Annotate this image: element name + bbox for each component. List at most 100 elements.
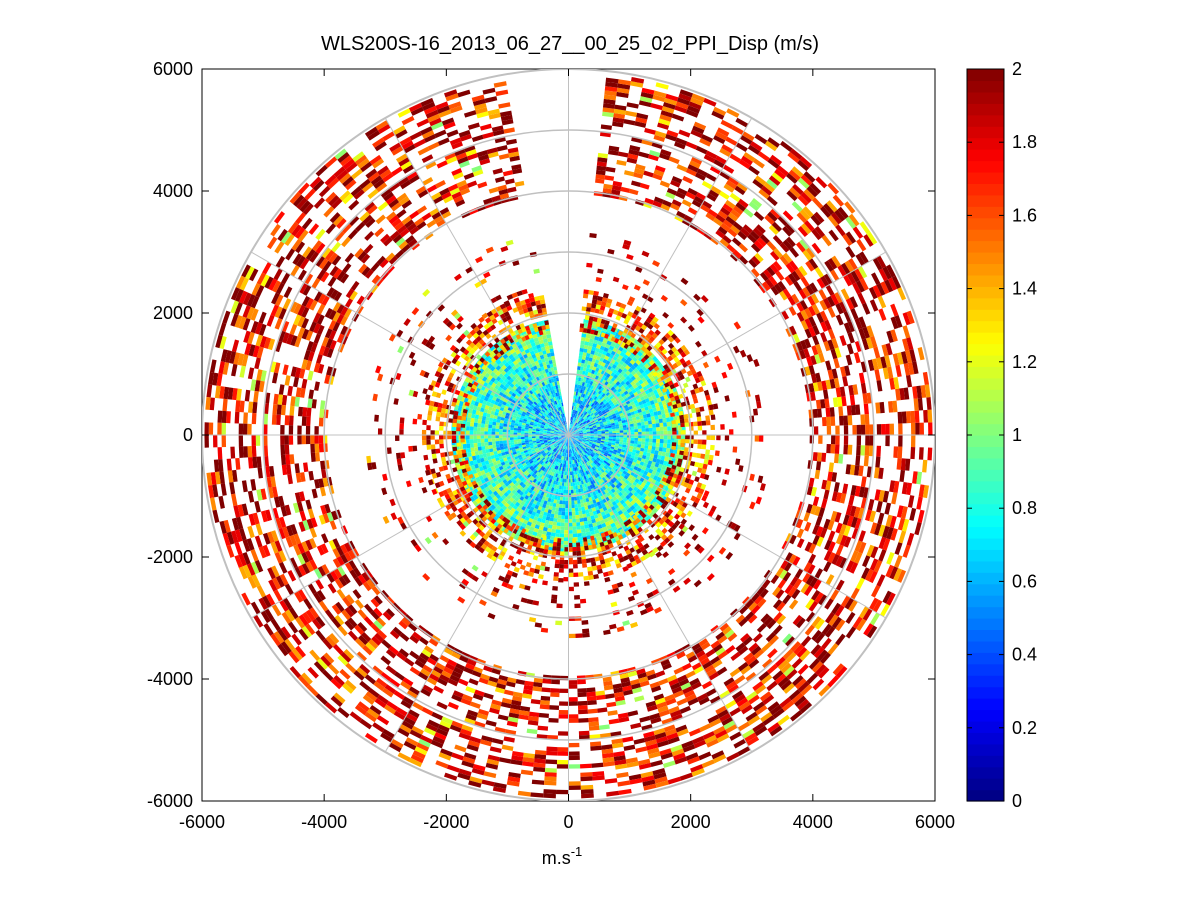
ppi-cell xyxy=(557,515,561,519)
ppi-cell xyxy=(645,428,649,432)
ppi-cell xyxy=(488,424,492,428)
ppi-cell xyxy=(525,437,529,439)
ppi-cell xyxy=(576,515,580,519)
ppi-cell xyxy=(477,439,481,443)
ppi-cell xyxy=(452,439,456,443)
ppi-cell xyxy=(609,431,613,433)
ppi-cell xyxy=(634,438,638,441)
ppi-cell xyxy=(564,530,568,534)
ppi-cell xyxy=(576,542,580,547)
ppi-cell xyxy=(466,439,470,444)
ppi-cell xyxy=(572,547,576,551)
ppi-cell xyxy=(452,419,457,423)
ppi-cell xyxy=(572,512,576,516)
ppi-cell xyxy=(461,424,466,428)
ppi-cell xyxy=(574,497,577,501)
ppi-cell xyxy=(683,414,688,419)
ppi-cell xyxy=(677,435,681,439)
ppi-cell xyxy=(584,521,589,525)
chart-title: WLS200S-16_2013_06_27__00_25_02_PPI_Disp… xyxy=(321,33,819,55)
ppi-cell xyxy=(573,489,576,493)
ppi-cell xyxy=(489,445,493,449)
ppi-cell xyxy=(641,422,645,426)
ppi-cell xyxy=(656,431,660,435)
ppi-cell xyxy=(672,431,676,435)
ppi-cell xyxy=(564,551,568,555)
ppi-cell xyxy=(642,438,646,442)
ppi-cell xyxy=(549,348,553,352)
ppi-cell xyxy=(616,437,620,439)
ppi-cell xyxy=(605,437,609,439)
ppi-cell xyxy=(474,443,478,447)
ppi-cell xyxy=(580,546,584,551)
ppi-cell xyxy=(649,439,653,443)
ppi-cell xyxy=(623,440,627,443)
ppi-cell xyxy=(485,442,489,446)
ppi-cell xyxy=(587,303,592,308)
ppi-cell xyxy=(581,337,586,341)
ppi-cell xyxy=(652,424,656,428)
ppi-cell xyxy=(581,532,586,536)
ppi-cell xyxy=(503,426,507,429)
ppi-cell xyxy=(580,518,584,522)
ppi-cell xyxy=(660,427,664,431)
ppi-cell xyxy=(656,435,660,439)
ppi-cell xyxy=(577,559,582,564)
ppi-cell xyxy=(572,526,576,530)
ppi-cell xyxy=(440,413,445,418)
ppi-cell xyxy=(578,359,582,363)
ppi-cell xyxy=(572,523,576,527)
ppi-cell xyxy=(586,558,591,563)
ppi-cell xyxy=(473,439,477,443)
ppi-cell xyxy=(634,426,638,429)
ppi-cell xyxy=(559,504,562,508)
ppi-cell xyxy=(659,443,663,447)
ppi-cell xyxy=(569,523,573,527)
ppi-cell xyxy=(564,479,566,483)
ppi-cell xyxy=(456,443,461,447)
ppi-cell xyxy=(564,560,569,564)
ppi-cell xyxy=(565,475,567,479)
ppi-cell xyxy=(460,435,464,439)
ppi-cell xyxy=(484,435,488,439)
ppi-cell xyxy=(569,508,572,512)
ppi-cell xyxy=(684,418,689,423)
ppi-cell xyxy=(653,435,657,439)
ppi-cell xyxy=(620,430,624,433)
ppi-cell xyxy=(503,429,507,432)
ppi-cell xyxy=(581,529,586,533)
ppi-cell xyxy=(584,541,588,546)
ppi-cell xyxy=(453,415,458,420)
ppi-cell xyxy=(474,447,478,452)
ppi-cell xyxy=(644,421,648,425)
ppi-cell xyxy=(565,523,569,527)
ppi-cell xyxy=(499,441,503,444)
ppi-cell xyxy=(492,441,496,445)
ppi-cell xyxy=(510,437,514,440)
ppi-cell xyxy=(659,447,663,452)
ppi-cell xyxy=(612,431,616,433)
ppi-cell xyxy=(630,440,634,443)
ppi-cell xyxy=(439,421,444,426)
ppi-cell xyxy=(573,486,576,490)
ppi-cell xyxy=(481,424,485,428)
ppi-cell xyxy=(485,446,489,450)
ppi-cell xyxy=(649,435,653,439)
ppi-cell xyxy=(685,435,689,439)
ppi-cell xyxy=(485,424,489,428)
ppi-cell xyxy=(679,451,684,456)
ppi-cell xyxy=(441,408,446,413)
ppi-cell xyxy=(623,437,627,440)
ppi-cell xyxy=(667,422,671,427)
ppi-cell xyxy=(605,431,609,433)
ppi-cell xyxy=(638,441,642,444)
ppi-cell xyxy=(484,439,488,443)
ppi-cell xyxy=(672,442,677,446)
ppi-cell xyxy=(589,316,594,321)
ppi-cell xyxy=(466,435,470,439)
ppi-cell xyxy=(645,435,649,439)
ppi-cell xyxy=(680,443,685,447)
ppi-cell xyxy=(696,412,701,417)
ppi-cell xyxy=(681,439,685,443)
